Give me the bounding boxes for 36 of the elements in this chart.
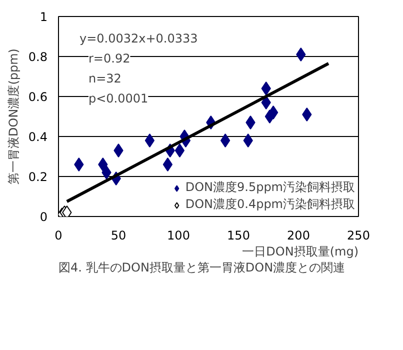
- legend-label: DON濃度9.5ppm汚染飼料摂取: [185, 179, 355, 196]
- point: [98, 158, 108, 172]
- point: [162, 158, 173, 172]
- x-tick-label: 0: [54, 228, 62, 242]
- x-tick-label: 50: [110, 228, 126, 242]
- y-tick-label: 0: [40, 210, 48, 224]
- point: [246, 116, 256, 130]
- annotation: n=32: [88, 72, 122, 86]
- y-axis-title: 第一胃液DON濃度(ppm): [6, 48, 20, 184]
- point: [261, 96, 271, 110]
- point: [102, 166, 112, 180]
- point: [261, 82, 271, 96]
- point: [243, 134, 253, 148]
- x-tick-label: 200: [287, 228, 310, 242]
- annotation: p<0.0001: [88, 92, 148, 106]
- point: [220, 134, 230, 148]
- x-axis-title: 一日DON摂取量(mg): [242, 244, 359, 258]
- point: [74, 158, 84, 172]
- y-tick-label: 0.2: [28, 170, 48, 184]
- x-tick-label: 100: [167, 228, 190, 242]
- point: [114, 144, 124, 158]
- point: [268, 106, 278, 120]
- point: [302, 108, 312, 122]
- x-tick-label: 250: [347, 228, 370, 242]
- point: [174, 144, 185, 158]
- x-tick-label: 150: [227, 228, 250, 242]
- y-tick-label: 0.8: [28, 50, 48, 64]
- y-tick-label: 1: [40, 10, 48, 24]
- annotation: r=0.92: [88, 52, 130, 66]
- y-tick-label: 0.6: [28, 90, 48, 104]
- point: [144, 134, 155, 148]
- legend-label: DON濃度0.4ppm汚染飼料摂取: [185, 196, 355, 213]
- annotation: y=0.0032x+0.0333: [80, 32, 198, 46]
- y-tick-label: 0.4: [28, 130, 48, 144]
- text: 図4. 乳牛のDON摂取量と第一胃液DON濃度との関連: [58, 260, 346, 274]
- point: [296, 48, 306, 62]
